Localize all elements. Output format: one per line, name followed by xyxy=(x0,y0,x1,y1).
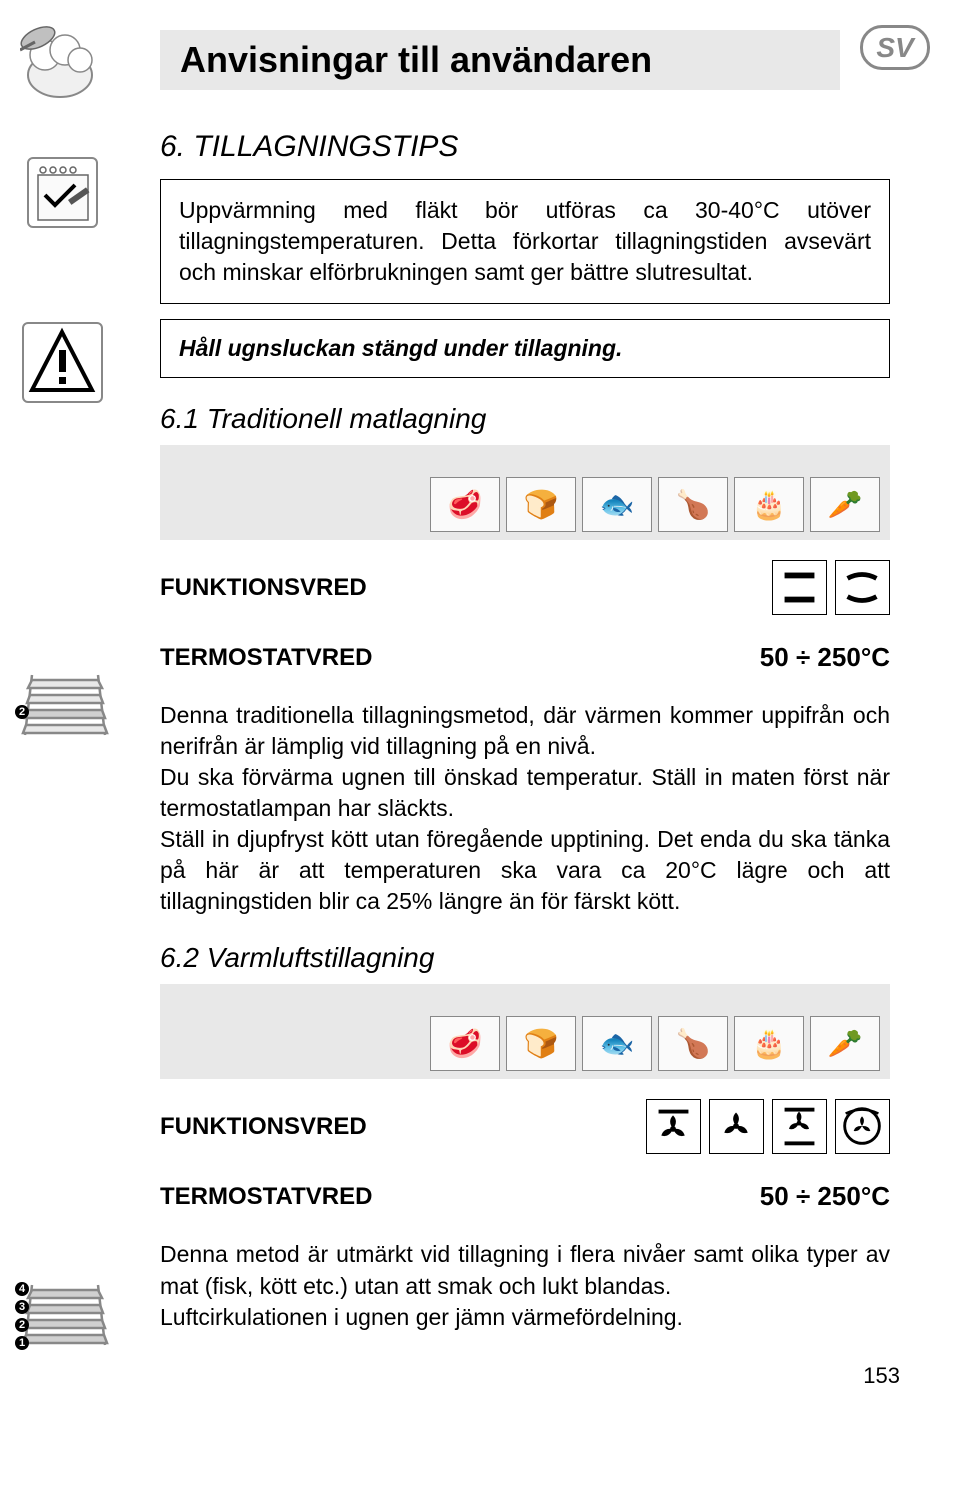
warning-text-box: Håll ugnsluckan stängd under tillagning. xyxy=(160,319,890,378)
section-62-heading: 6.2 Varmluftstillagning xyxy=(160,942,890,974)
rack-level-label: 3 xyxy=(15,1300,29,1314)
section-61-heading: 6.1 Traditionell matlagning xyxy=(160,403,890,435)
page-title: Anvisningar till användaren xyxy=(180,39,652,81)
fan-bottom-heat-icon xyxy=(772,1099,827,1154)
rack-level-label: 1 xyxy=(15,1336,29,1350)
bread-icon: 🍞 xyxy=(506,477,576,532)
intro-text-box: Uppvärmning med fläkt bör utföras ca 30-… xyxy=(160,179,890,304)
vegetable-icon: 🥕 xyxy=(810,477,880,532)
fish-icon: 🐟 xyxy=(582,477,652,532)
page: Anvisningar till användaren SV xyxy=(0,0,960,1419)
function-icons xyxy=(646,1099,890,1154)
bread-icon: 🍞 xyxy=(506,1016,576,1071)
meat-icon: 🥩 xyxy=(430,477,500,532)
cake-icon: 🎂 xyxy=(734,477,804,532)
convection-icon xyxy=(835,560,890,615)
top-bottom-heat-icon xyxy=(772,560,827,615)
function-label: FUNKTIONSVRED xyxy=(160,1113,367,1141)
chef-hat-icon xyxy=(20,20,110,100)
function-label: FUNKTIONSVRED xyxy=(160,574,367,602)
poultry-icon: 🍗 xyxy=(658,477,728,532)
section-62-body: Denna metod är utmärkt vid tillagning i … xyxy=(160,1239,890,1332)
thermostat-row: TERMOSTATVRED 50 ÷ 250°C xyxy=(160,630,890,685)
poultry-icon: 🍗 xyxy=(658,1016,728,1071)
oven-rack-icon: 2 xyxy=(20,660,110,750)
fish-icon: 🐟 xyxy=(582,1016,652,1071)
function-icons xyxy=(772,560,890,615)
language-badge: SV xyxy=(860,25,930,70)
temperature-value: 50 ÷ 250°C xyxy=(760,1181,890,1212)
fan-circle-icon xyxy=(835,1099,890,1154)
title-bar: Anvisningar till användaren xyxy=(160,30,840,90)
temperature-value: 50 ÷ 250°C xyxy=(760,642,890,673)
thermostat-row: TERMOSTATVRED 50 ÷ 250°C xyxy=(160,1169,890,1224)
content-area: 6. TILLAGNINGSTIPS Uppvärmning med fläkt… xyxy=(160,130,890,1333)
function-row: FUNKTIONSVRED xyxy=(160,560,890,615)
meat-icon: 🥩 xyxy=(430,1016,500,1071)
fan-icon xyxy=(646,1099,701,1154)
section-6-heading: 6. TILLAGNINGSTIPS xyxy=(160,130,890,164)
notepad-icon xyxy=(20,150,105,235)
food-icon-strip: 🥩 🍞 🐟 🍗 🎂 🥕 xyxy=(160,445,890,540)
warning-icon xyxy=(20,320,105,405)
page-number: 153 xyxy=(50,1363,910,1389)
section-61-body: Denna traditionella tillagningsmetod, dä… xyxy=(160,700,890,917)
function-row: FUNKTIONSVRED xyxy=(160,1099,890,1154)
food-icon-strip: 🥩 🍞 🐟 🍗 🎂 🥕 xyxy=(160,984,890,1079)
rack-level-label: 4 xyxy=(15,1282,29,1296)
fan-icon xyxy=(709,1099,764,1154)
language-code: SV xyxy=(876,32,913,64)
rack-level-label: 2 xyxy=(15,1318,29,1332)
thermostat-label: TERMOSTATVRED xyxy=(160,1183,372,1211)
food-icons-row: 🥩 🍞 🐟 🍗 🎂 🥕 xyxy=(430,477,880,532)
page-header: Anvisningar till användaren SV xyxy=(50,20,910,110)
vegetable-icon: 🥕 xyxy=(810,1016,880,1071)
rack-level-label: 2 xyxy=(15,705,29,719)
cake-icon: 🎂 xyxy=(734,1016,804,1071)
food-icons-row: 🥩 🍞 🐟 🍗 🎂 🥕 xyxy=(430,1016,880,1071)
oven-rack-icon: 4 3 2 1 xyxy=(20,1270,110,1360)
thermostat-label: TERMOSTATVRED xyxy=(160,644,372,672)
